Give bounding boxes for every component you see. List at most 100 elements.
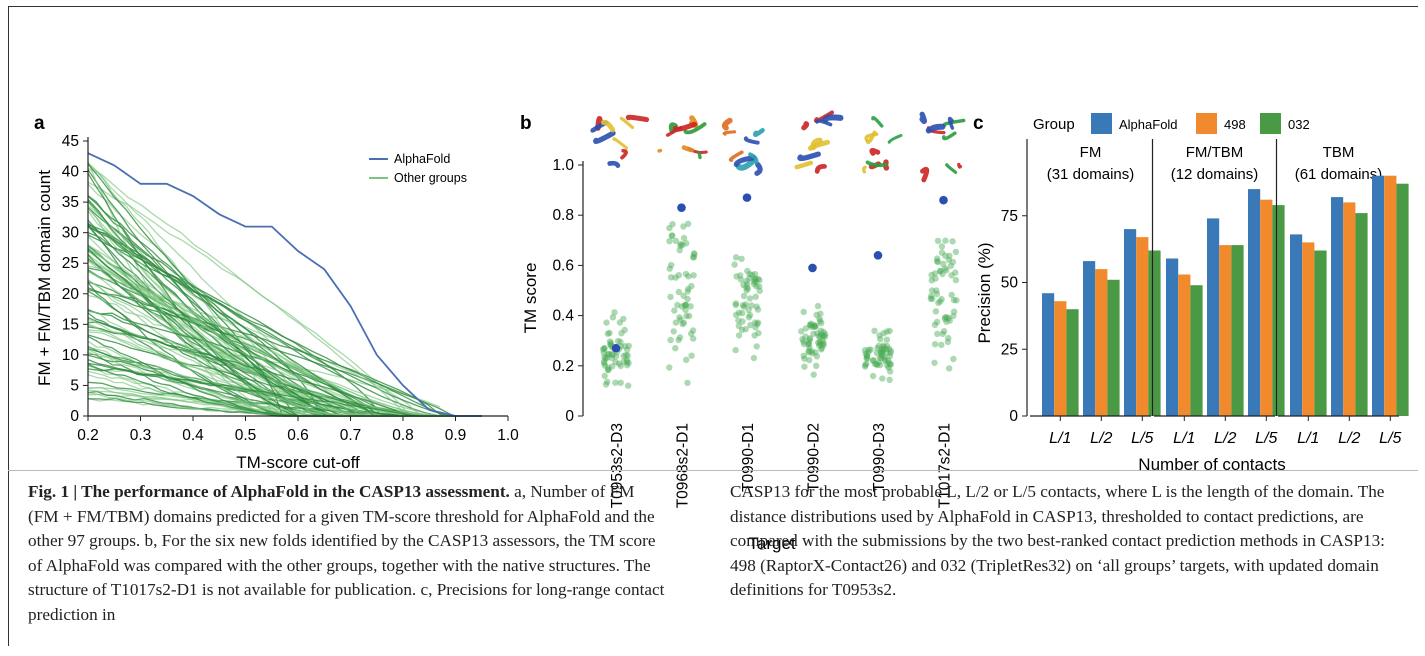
other-group-point bbox=[928, 271, 935, 279]
other-group-point bbox=[745, 314, 753, 321]
other-group-line bbox=[87, 172, 482, 417]
other-group-point bbox=[820, 339, 827, 347]
other-group-point bbox=[943, 314, 950, 321]
other-group-point bbox=[945, 314, 952, 322]
other-group-point bbox=[887, 349, 894, 357]
a-x-tick-label: 0.7 bbox=[340, 427, 362, 444]
other-group-point bbox=[608, 350, 615, 358]
other-group-point bbox=[865, 346, 872, 353]
other-group-point bbox=[680, 292, 687, 299]
c-bar bbox=[1083, 261, 1096, 416]
other-group-line bbox=[87, 244, 482, 417]
other-group-point bbox=[878, 350, 886, 357]
other-group-point bbox=[667, 274, 675, 281]
other-group-point bbox=[604, 366, 612, 374]
a-y-tick-label: 30 bbox=[62, 225, 80, 242]
other-group-point bbox=[934, 237, 942, 245]
b-y-tick-label: 1.0 bbox=[552, 157, 574, 174]
structure-helix bbox=[721, 117, 733, 131]
a-x-tick-label: 1.0 bbox=[497, 427, 519, 444]
a-x-tick-label: 0.3 bbox=[130, 427, 152, 444]
other-group-point bbox=[625, 342, 632, 350]
other-group-point bbox=[732, 301, 739, 309]
other-group-point bbox=[604, 330, 612, 337]
other-group-point bbox=[747, 321, 754, 329]
other-group-point bbox=[947, 262, 954, 270]
other-group-point bbox=[938, 341, 945, 349]
other-group-point bbox=[677, 316, 684, 323]
other-group-point bbox=[953, 297, 960, 304]
other-group-point bbox=[621, 343, 629, 350]
c-facet-title: TBM bbox=[1323, 144, 1355, 161]
structure-helix bbox=[593, 130, 616, 145]
other-group-point bbox=[752, 278, 759, 286]
c-y-tick-label: 75 bbox=[1001, 208, 1018, 225]
other-group-point bbox=[940, 260, 947, 267]
other-group-point bbox=[934, 330, 941, 337]
other-group-point bbox=[732, 311, 740, 319]
other-group-point bbox=[623, 356, 631, 364]
other-group-point bbox=[939, 270, 946, 278]
other-group-point bbox=[878, 346, 885, 353]
other-group-point bbox=[934, 255, 941, 262]
other-group-point bbox=[678, 303, 686, 310]
other-group-point bbox=[870, 357, 877, 364]
other-group-point bbox=[753, 303, 760, 310]
other-group-point bbox=[679, 241, 686, 249]
c-bar bbox=[1314, 250, 1327, 416]
structure-helix bbox=[862, 165, 867, 174]
other-group-point bbox=[869, 372, 877, 380]
other-group-point bbox=[754, 306, 762, 313]
other-group-point bbox=[807, 322, 814, 329]
other-group-point bbox=[810, 322, 818, 329]
protein-structure-image bbox=[862, 115, 903, 174]
other-group-point bbox=[820, 341, 827, 349]
other-group-point bbox=[800, 340, 808, 348]
other-group-point bbox=[873, 361, 881, 369]
other-group-line bbox=[87, 326, 482, 417]
structure-helix bbox=[815, 119, 833, 127]
caption-divider bbox=[8, 470, 1418, 471]
other-group-point bbox=[806, 356, 813, 364]
other-group-point bbox=[871, 327, 878, 334]
other-group-line bbox=[87, 161, 482, 417]
other-group-point bbox=[938, 249, 946, 256]
a-x-tick-label: 0.6 bbox=[287, 427, 309, 444]
a-y-tick-label: 10 bbox=[62, 347, 80, 364]
other-group-point bbox=[752, 293, 759, 300]
c-bar bbox=[1219, 245, 1232, 416]
other-group-point bbox=[950, 312, 957, 320]
other-group-point bbox=[801, 355, 808, 362]
other-group-line bbox=[87, 219, 482, 417]
other-group-point bbox=[806, 344, 813, 352]
other-group-point bbox=[931, 341, 939, 348]
structure-helix bbox=[697, 151, 702, 160]
other-group-line bbox=[87, 321, 482, 417]
c-bar bbox=[1066, 309, 1079, 416]
other-group-line bbox=[87, 318, 482, 417]
structure-helix bbox=[947, 116, 955, 130]
other-group-point bbox=[666, 265, 673, 272]
other-group-point bbox=[869, 357, 877, 364]
other-group-point bbox=[746, 295, 754, 302]
other-group-point bbox=[606, 329, 613, 337]
structure-helix bbox=[919, 111, 927, 124]
c-bar bbox=[1136, 237, 1149, 416]
other-group-point bbox=[818, 346, 825, 353]
other-group-point bbox=[864, 355, 871, 362]
structure-helix bbox=[794, 160, 814, 170]
other-group-point bbox=[672, 319, 680, 326]
c-legend-swatch bbox=[1196, 113, 1217, 134]
other-group-point bbox=[675, 288, 682, 296]
structure-helix bbox=[668, 122, 678, 133]
other-group-point bbox=[620, 315, 627, 323]
other-group-point bbox=[623, 358, 631, 366]
other-group-point bbox=[746, 274, 753, 282]
other-group-point bbox=[607, 340, 615, 347]
other-group-line bbox=[87, 323, 482, 417]
other-group-point bbox=[690, 272, 697, 279]
structure-helix bbox=[942, 118, 966, 127]
other-group-point bbox=[605, 364, 612, 371]
other-group-point bbox=[752, 275, 759, 283]
